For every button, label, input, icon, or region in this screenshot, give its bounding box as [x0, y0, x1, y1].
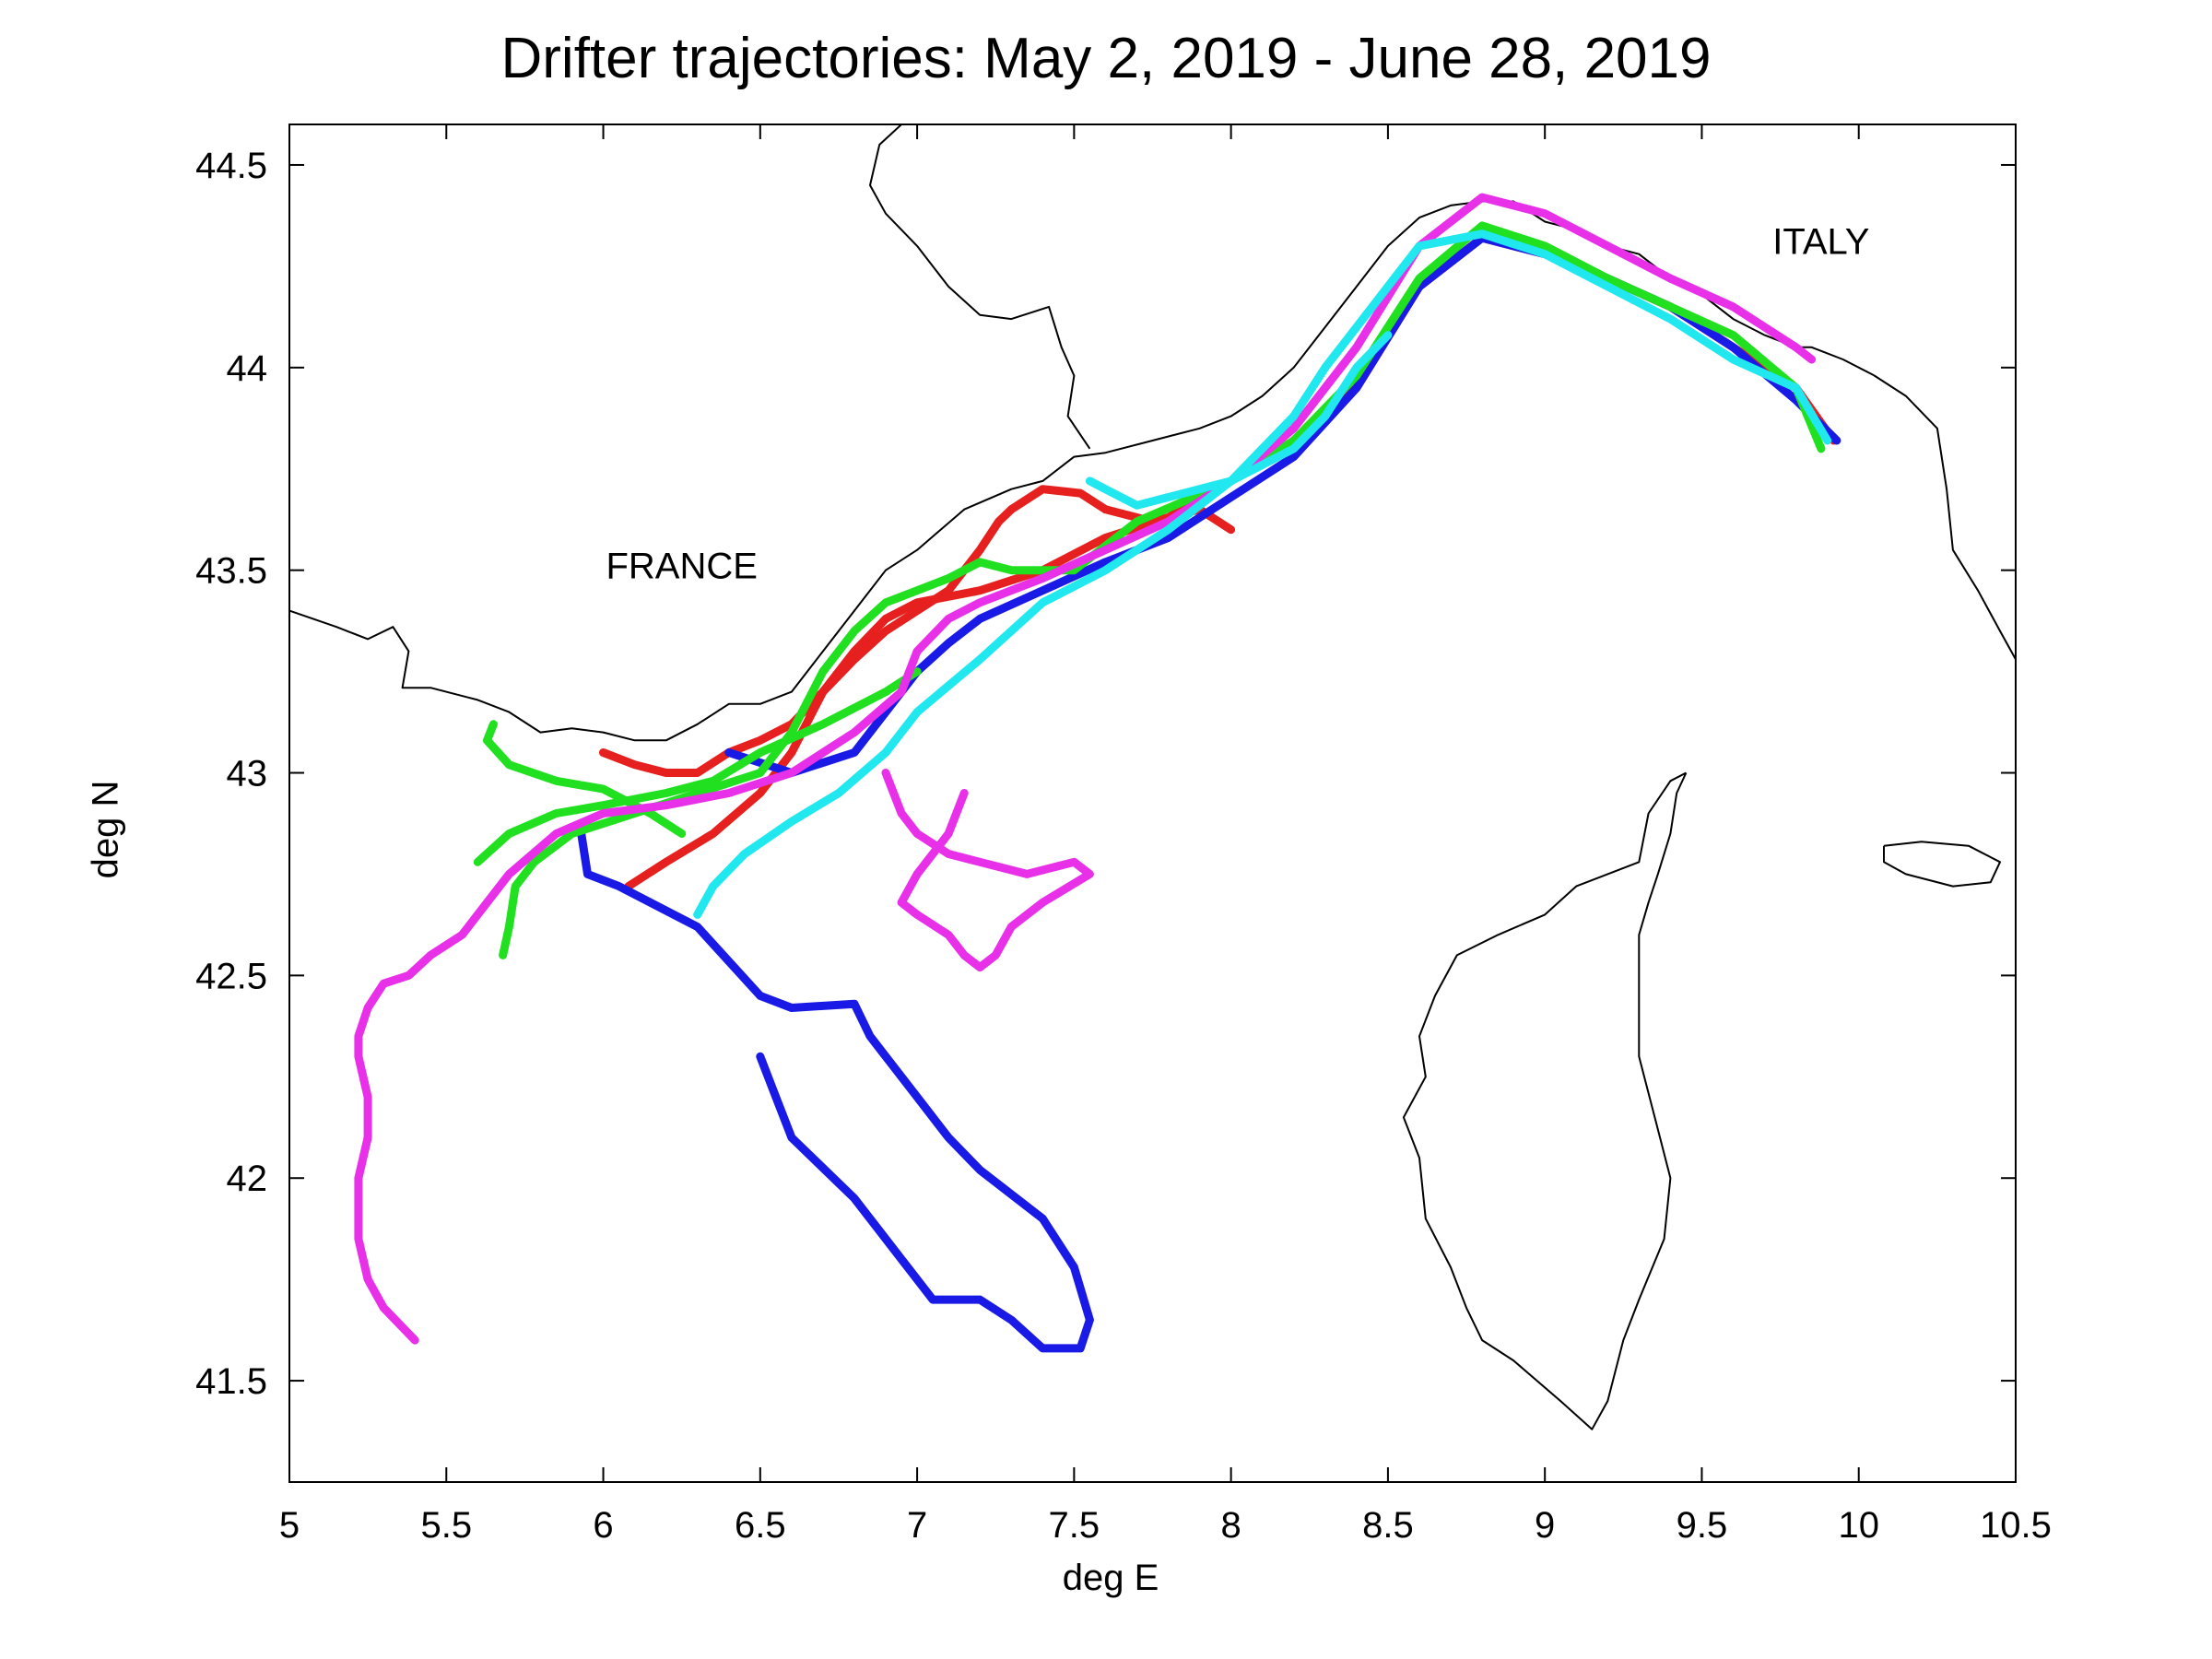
region-label-italy: ITALY — [1772, 222, 1869, 263]
coastline-mainland — [288, 200, 2017, 742]
y-tick-label: 44 — [227, 348, 268, 389]
coastline-inland — [869, 124, 1091, 450]
trajectory-12 — [1085, 331, 1393, 510]
x-tick-label: 9 — [1535, 1505, 1555, 1546]
x-tick-label: 5.5 — [420, 1505, 472, 1546]
trajectory-3 — [577, 830, 1094, 1353]
y-tick-label: 42.5 — [195, 956, 267, 996]
trajectory-9 — [426, 193, 1817, 959]
x-tick-label: 8 — [1221, 1505, 1241, 1546]
coastline-layer — [288, 124, 2017, 1430]
y-tick-label: 43.5 — [195, 551, 267, 592]
trajectory-7 — [483, 720, 687, 838]
x-tick-label: 6.5 — [735, 1505, 786, 1546]
trajectory-11 — [693, 229, 1832, 919]
y-axis-label: deg N — [85, 780, 126, 879]
x-tick-label: 6 — [593, 1505, 613, 1546]
trajectories-layer — [354, 193, 1841, 1353]
trajectory-2 — [624, 485, 1236, 891]
x-tick-label: 7.5 — [1049, 1505, 1100, 1546]
annotations-layer: FRANCE ITALY — [606, 222, 1869, 587]
y-tick-label: 41.5 — [195, 1361, 267, 1402]
x-tick-label: 10.5 — [1980, 1505, 2052, 1546]
axes-frame — [288, 124, 2017, 1483]
trajectory-5 — [499, 221, 1826, 959]
y-tick-label: 42 — [227, 1159, 268, 1199]
region-label-france: FRANCE — [606, 546, 757, 586]
trajectory-6 — [473, 667, 922, 866]
coastline-elba — [1883, 841, 2001, 888]
x-tick-label: 10 — [1838, 1505, 1879, 1546]
chart-title: Drifter trajectories: May 2, 2019 - June… — [500, 27, 1712, 90]
x-tick-label: 9.5 — [1677, 1505, 1728, 1546]
trajectory-8 — [354, 950, 435, 1345]
x-axis-label: deg E — [1062, 1558, 1159, 1598]
x-tick-label: 7 — [907, 1505, 927, 1546]
trajectory-10 — [881, 769, 1094, 972]
y-tick-label: 43 — [227, 754, 268, 794]
y-tick-label: 44.5 — [195, 146, 267, 186]
x-tick-label: 5 — [279, 1505, 300, 1546]
ticks-layer: 5 5.5 6 6.5 7 7.5 8 8.5 9 9.5 10 10.5 41.5 42 42.5 43 43… — [195, 124, 2052, 1546]
x-tick-label: 8.5 — [1362, 1505, 1414, 1546]
coastline-corsica — [1402, 771, 1688, 1430]
